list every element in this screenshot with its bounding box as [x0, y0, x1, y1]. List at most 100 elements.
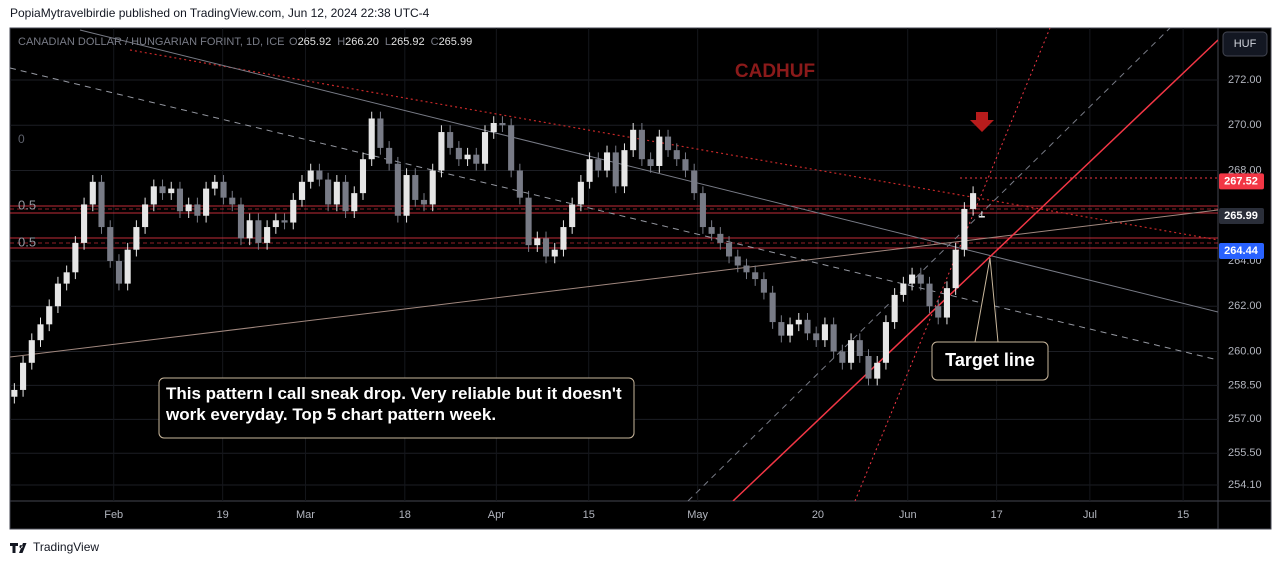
x-tick-label: 15 — [1177, 509, 1189, 521]
brand-name: TradingView — [33, 540, 99, 554]
symbol-title: CADHUF — [735, 61, 815, 82]
candle-body — [176, 188, 184, 212]
candle-body — [237, 204, 245, 239]
candle-body — [490, 123, 497, 133]
down-arrow — [970, 112, 994, 132]
candle-body — [612, 152, 619, 187]
candle-body — [46, 306, 53, 325]
candle-body — [787, 324, 794, 336]
candle-body — [821, 324, 828, 341]
legend-key: C — [431, 36, 439, 48]
candle-body — [255, 220, 262, 243]
candle-body — [377, 118, 384, 148]
candle-body — [917, 274, 924, 284]
price-label: 264.44 — [1224, 245, 1259, 257]
trend-line — [79, 29, 1218, 313]
candle-body — [98, 181, 105, 228]
candle-body — [630, 129, 637, 151]
trend-line — [10, 209, 1218, 358]
candle-body — [569, 204, 576, 228]
fib-label: 0.5 — [18, 234, 36, 249]
legend-key: L — [385, 36, 391, 48]
x-tick-label: 17 — [990, 509, 1002, 521]
trend-line — [854, 28, 1051, 501]
candle-body — [412, 175, 419, 200]
candle-body — [499, 123, 506, 126]
y-tick-label: 254.10 — [1228, 479, 1262, 491]
candle-body — [429, 170, 436, 205]
candle-body — [211, 181, 218, 189]
candle-body — [804, 319, 811, 334]
candle-body — [595, 159, 602, 171]
candle-body — [909, 274, 916, 284]
brand-logo — [10, 543, 27, 553]
x-tick-label: Jun — [899, 509, 917, 521]
price-label-bg — [1219, 243, 1264, 260]
candle-body — [246, 220, 253, 239]
candle-body — [72, 242, 79, 273]
candle-body — [508, 125, 515, 171]
price-label: 265.99 — [1224, 210, 1258, 222]
y-tick-label: 260.00 — [1228, 345, 1262, 357]
legend-value: 266.20 — [345, 36, 379, 48]
y-tick-label: 255.50 — [1228, 447, 1262, 459]
candle-body — [725, 242, 733, 257]
x-tick-label: 20 — [812, 509, 824, 521]
candle-body — [865, 356, 872, 379]
callout-pointer — [974, 257, 999, 343]
candle-body — [664, 136, 672, 151]
candle-body — [961, 208, 968, 250]
candle-body — [691, 170, 698, 194]
candle-body — [342, 181, 349, 212]
candle-body — [848, 340, 855, 363]
price-label: 267.52 — [1224, 175, 1258, 187]
candle-body — [603, 152, 611, 171]
candle-body — [28, 340, 35, 363]
candle-body — [386, 147, 393, 164]
candle-body — [133, 227, 140, 250]
callout-box — [931, 341, 1049, 381]
candle-body — [577, 181, 584, 205]
x-tick-label: 18 — [399, 509, 411, 521]
candle-body — [656, 136, 663, 166]
candle-body — [368, 118, 375, 160]
trend-line — [732, 39, 1218, 501]
candle-body — [203, 188, 210, 216]
candle-body — [220, 181, 227, 198]
candle-body — [978, 215, 985, 218]
candle-body — [124, 249, 131, 284]
candle-body — [403, 175, 410, 216]
candle-body — [290, 199, 297, 223]
candle-body — [11, 389, 18, 397]
candle-body — [272, 220, 279, 228]
candle-body — [542, 238, 550, 257]
y-tick-label: 262.00 — [1228, 300, 1262, 312]
candle-body — [874, 362, 881, 379]
currency-button[interactable] — [1222, 31, 1268, 57]
trend-line — [687, 28, 1171, 501]
x-tick-label: May — [687, 509, 708, 521]
candle-body — [168, 188, 175, 194]
candle-body — [447, 132, 454, 148]
currency-label: HUF — [1234, 38, 1257, 50]
candle-body — [264, 227, 271, 243]
candle-body — [717, 233, 724, 243]
candle-body — [839, 351, 846, 363]
candle-body — [316, 170, 323, 180]
trend-line — [129, 49, 1218, 241]
candle-body — [81, 204, 88, 243]
brand: TradingView — [10, 540, 99, 554]
candle-body — [107, 227, 114, 261]
x-tick-label: 15 — [583, 509, 595, 521]
candle-body — [769, 292, 776, 323]
trend-line — [10, 67, 1218, 361]
candle-body — [734, 256, 741, 266]
y-tick-label: 257.00 — [1228, 413, 1262, 425]
candle-body — [325, 179, 332, 205]
price-label-bg — [1219, 173, 1264, 190]
candle-body — [856, 340, 863, 357]
candle-body — [351, 193, 358, 212]
candle-body — [647, 159, 654, 166]
candle-body — [185, 204, 192, 212]
